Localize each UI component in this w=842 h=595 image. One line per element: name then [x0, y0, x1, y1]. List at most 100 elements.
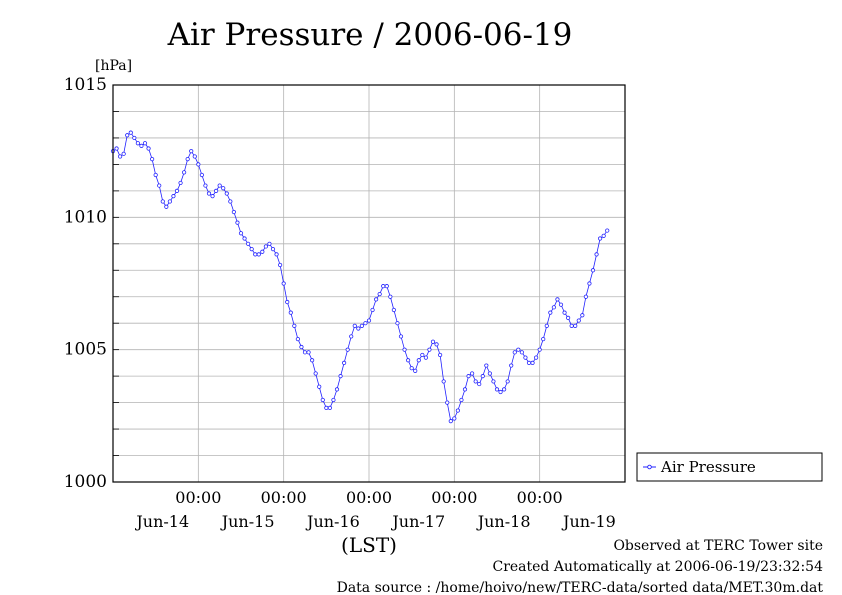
data-point [366, 318, 372, 323]
data-point [487, 371, 492, 376]
data-point [142, 141, 148, 146]
data-point [470, 371, 475, 376]
data-point [359, 323, 364, 328]
data-point [583, 294, 588, 299]
data-point [167, 199, 172, 204]
data-point [324, 405, 329, 410]
data-point [406, 358, 411, 363]
data-point [480, 374, 485, 379]
x-tick-date: Jun-19 [561, 512, 616, 531]
data-point [516, 347, 521, 352]
data-point [519, 350, 524, 355]
data-point [128, 130, 133, 135]
data-point [398, 334, 404, 339]
x-tick-time: 00:00 [517, 488, 563, 507]
data-point [395, 321, 400, 326]
data-point [423, 355, 428, 360]
data-point [196, 162, 201, 167]
grid-lines [113, 85, 625, 482]
data-point [569, 323, 574, 328]
data-point [345, 347, 350, 352]
data-point [249, 246, 254, 252]
data-point [356, 326, 361, 331]
data-point [541, 336, 546, 342]
data-point [448, 419, 453, 424]
data-point [594, 252, 599, 257]
data-point [210, 194, 215, 199]
data-point [221, 186, 226, 191]
x-tick-date: Jun-18 [476, 512, 531, 531]
data-point [462, 387, 468, 392]
data-point [203, 183, 208, 188]
data-point [238, 231, 244, 236]
data-point [192, 154, 197, 159]
x-axis-label: (LST) [341, 533, 397, 557]
data-point [132, 135, 137, 141]
data-point [402, 347, 407, 352]
data-point [374, 297, 379, 302]
data-point [473, 379, 478, 384]
data-point [438, 352, 443, 358]
data-point [544, 323, 549, 328]
data-point [441, 379, 446, 384]
data-point [164, 204, 169, 209]
data-point [601, 233, 606, 238]
data-point [235, 220, 240, 225]
data-point [157, 183, 162, 188]
data-point [413, 368, 418, 373]
data-point [274, 252, 279, 257]
data-point [139, 143, 144, 148]
x-tick-date: Jun-15 [220, 512, 275, 531]
data-point [605, 228, 610, 233]
data-point [338, 374, 343, 379]
legend-label: Air Pressure [660, 458, 756, 476]
data-point [263, 244, 268, 249]
y-tick-label: 1000 [64, 472, 107, 492]
data-point [391, 307, 396, 313]
data-point [505, 379, 510, 384]
data-point [377, 291, 382, 297]
data-point [292, 323, 297, 328]
data-point [381, 284, 386, 289]
data-point [427, 347, 432, 352]
data-point [409, 366, 414, 371]
data-point [590, 268, 596, 273]
data-point [416, 358, 421, 363]
y-axis-unit: [hPa] [95, 58, 132, 74]
data-point [334, 387, 340, 392]
data-point [551, 305, 556, 310]
legend: Air Pressure [636, 452, 823, 482]
data-point [306, 350, 311, 355]
data-point [313, 371, 318, 376]
data-point [317, 384, 322, 389]
data-point [246, 241, 251, 246]
data-point [270, 246, 276, 252]
data-point [370, 307, 375, 313]
data-point [558, 302, 564, 307]
data-point [260, 249, 265, 254]
data-point [434, 342, 439, 347]
data-point [320, 397, 325, 403]
data-point [598, 236, 603, 241]
x-tick-date: Jun-14 [134, 512, 189, 531]
data-point [160, 199, 165, 204]
footer-created: Created Automatically at 2006-06-19/23:3… [492, 559, 823, 575]
data-point [587, 281, 592, 286]
air-pressure-series [110, 130, 610, 424]
data-point [199, 172, 204, 178]
x-tick-date: Jun-16 [305, 512, 360, 531]
data-point [288, 310, 293, 315]
y-tick-label: 1015 [64, 75, 107, 95]
data-point [494, 387, 500, 392]
data-point [171, 194, 176, 199]
data-point [231, 209, 236, 215]
footer-observed: Observed at TERC Tower site [613, 538, 823, 554]
data-point [477, 381, 482, 387]
data-point [125, 133, 130, 138]
data-point [430, 339, 436, 344]
data-point [491, 379, 496, 384]
data-point [310, 358, 315, 363]
data-point [526, 360, 532, 365]
data-point [484, 363, 489, 368]
legend-box [636, 452, 823, 482]
